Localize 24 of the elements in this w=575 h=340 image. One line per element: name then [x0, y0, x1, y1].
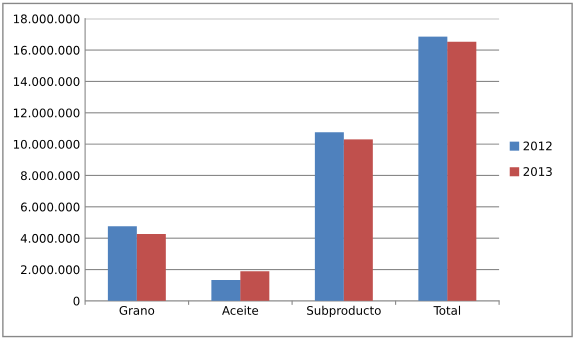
- y-tick-label: 16.000.000: [14, 46, 80, 55]
- legend-label: 2012: [524, 142, 552, 150]
- bar: [211, 280, 240, 301]
- bar: [447, 42, 476, 301]
- y-tick-label: 18.000.000: [14, 14, 80, 24]
- x-tick-label: Subproducto: [307, 306, 381, 318]
- y-tick-label: 14.000.000: [14, 77, 80, 86]
- y-tick-label: 12.000.000: [14, 108, 80, 118]
- bar: [418, 36, 448, 301]
- y-tick-label: 2.000.000: [21, 265, 80, 274]
- y-tick-label: 8.000.000: [20, 171, 80, 180]
- x-tick-label: Aceite: [222, 306, 258, 315]
- y-tick-label: 10.000.000: [14, 140, 80, 149]
- bar: [108, 226, 137, 301]
- x-tick-label: Total: [434, 306, 460, 315]
- y-tick-label: 6.000.000: [20, 202, 80, 212]
- legend-label: 2013: [524, 167, 552, 176]
- bar: [314, 132, 344, 301]
- bar: [344, 139, 373, 301]
- bar: [136, 234, 166, 301]
- bar: [240, 271, 270, 301]
- y-tick-label: 0: [74, 296, 80, 306]
- x-tick-label: Grano: [120, 306, 154, 315]
- y-tick-label: 4.000.000: [20, 234, 80, 243]
